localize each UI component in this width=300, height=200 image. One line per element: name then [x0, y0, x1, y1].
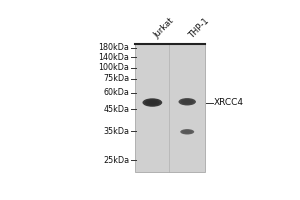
Text: THP-1: THP-1: [187, 16, 211, 40]
Text: 100kDa: 100kDa: [98, 63, 129, 72]
Text: 45kDa: 45kDa: [103, 105, 129, 114]
Text: 140kDa: 140kDa: [98, 53, 129, 62]
Text: 35kDa: 35kDa: [103, 127, 129, 136]
Bar: [135, 44, 205, 172]
Ellipse shape: [178, 98, 196, 105]
Ellipse shape: [184, 131, 190, 133]
Text: Jurkat: Jurkat: [152, 16, 176, 40]
Ellipse shape: [142, 98, 162, 107]
Ellipse shape: [145, 99, 160, 106]
Ellipse shape: [181, 99, 194, 105]
Text: 25kDa: 25kDa: [103, 156, 129, 165]
Ellipse shape: [148, 101, 157, 104]
Text: 60kDa: 60kDa: [103, 88, 129, 97]
Ellipse shape: [183, 100, 191, 103]
Text: 75kDa: 75kDa: [103, 74, 129, 83]
Text: 180kDa: 180kDa: [98, 43, 129, 52]
Ellipse shape: [182, 130, 193, 134]
Ellipse shape: [180, 129, 194, 134]
Text: XRCC4: XRCC4: [214, 98, 244, 107]
